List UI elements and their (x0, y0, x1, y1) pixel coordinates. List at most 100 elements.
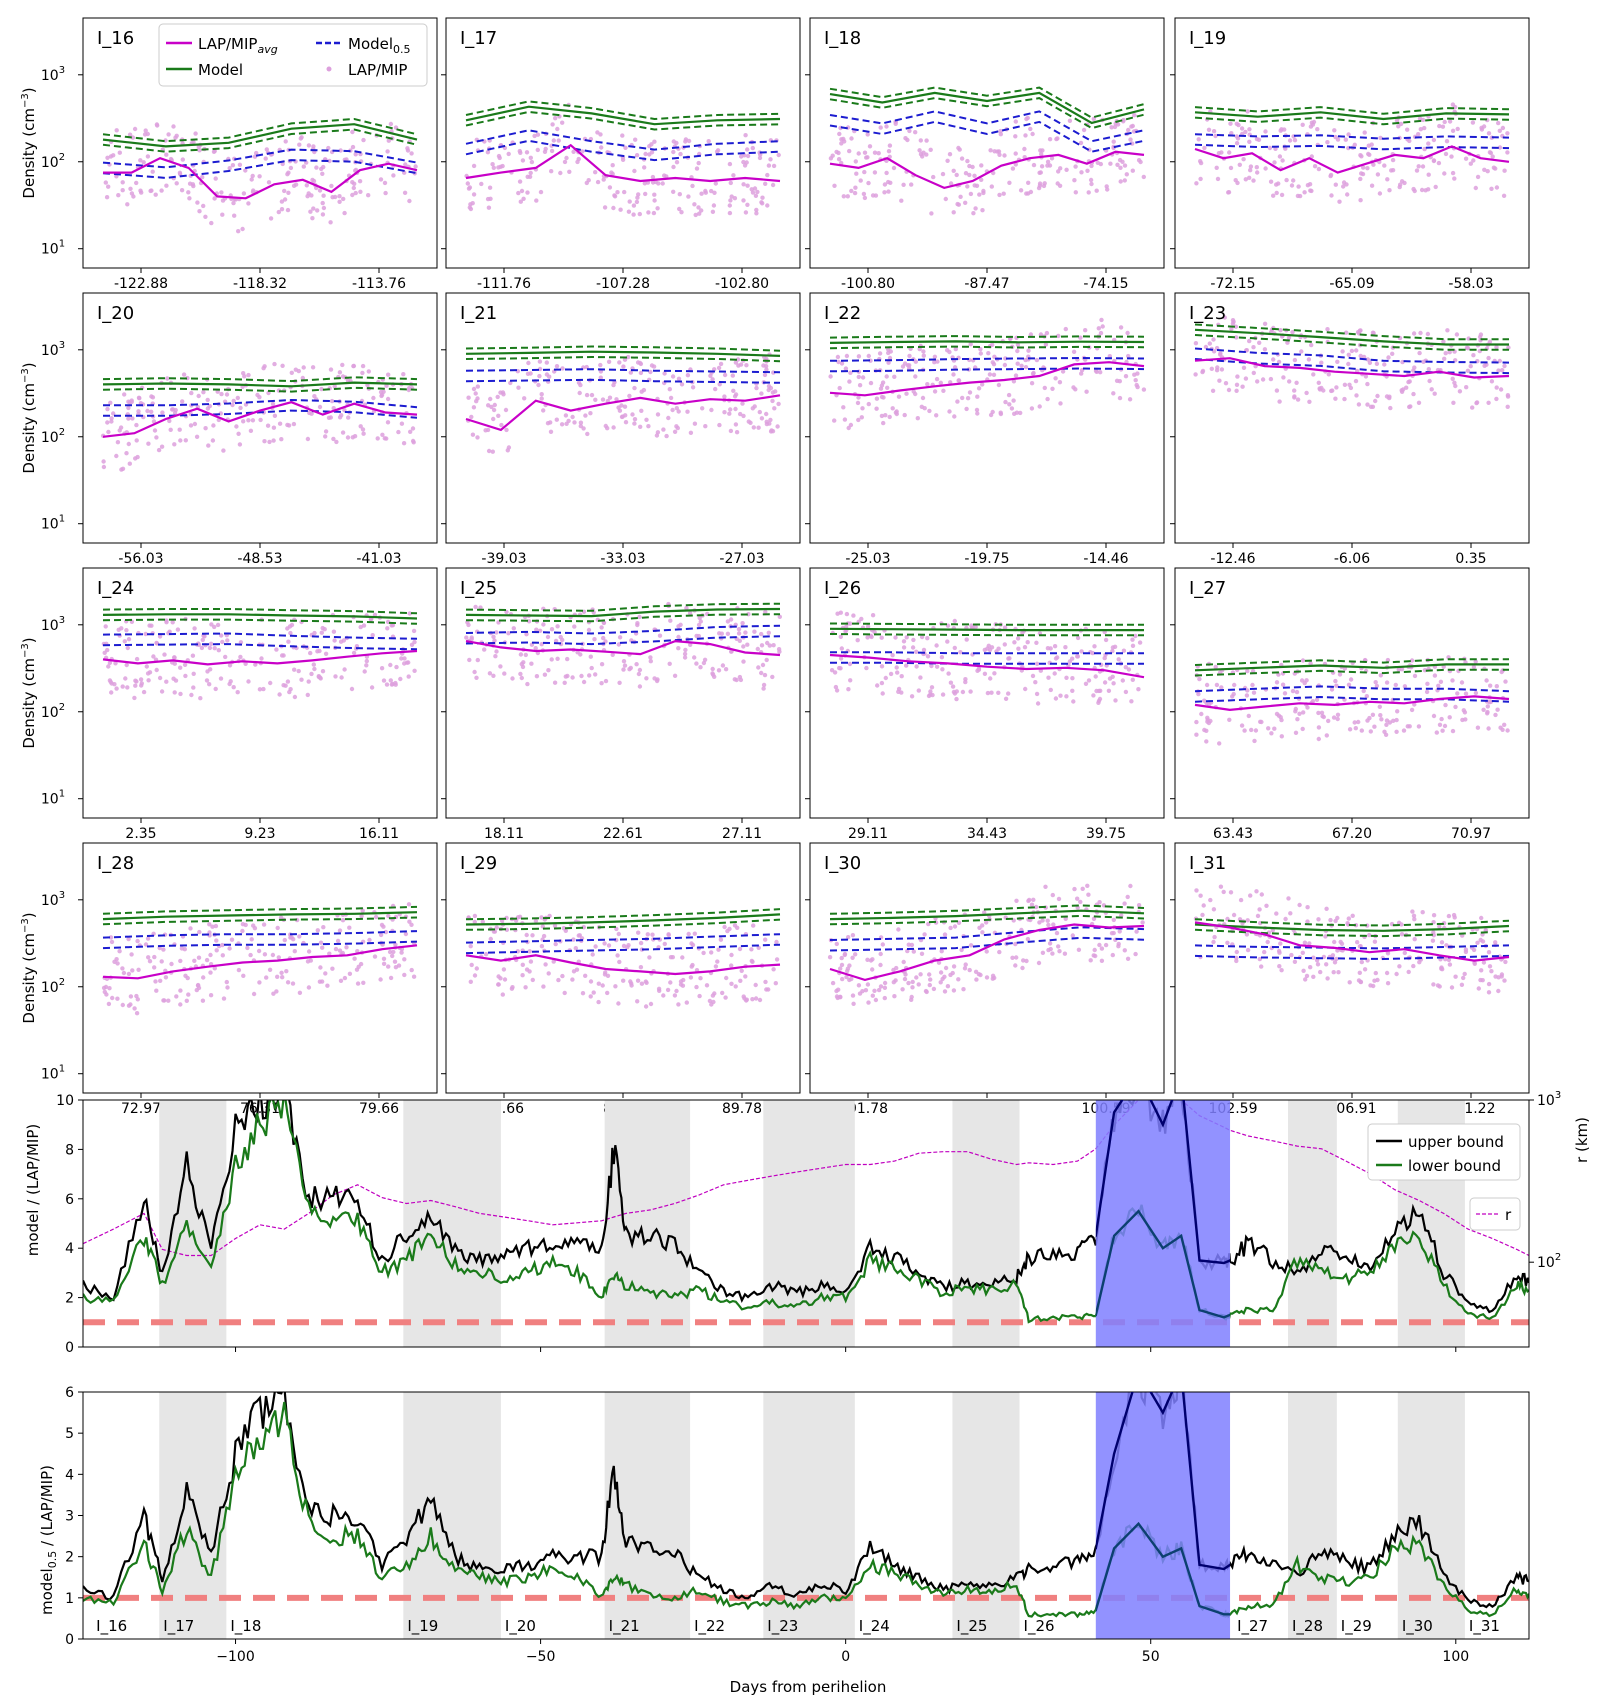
lapmip-point (488, 396, 493, 402)
lapmip-point (1353, 726, 1359, 731)
lapmip-point (1204, 682, 1210, 688)
lapmip-point (1307, 399, 1312, 404)
lapmip-point (737, 946, 743, 952)
lapmip-point (296, 668, 301, 674)
lapmip-point (931, 174, 936, 180)
lapmip-point (1310, 699, 1316, 704)
lapmip-point (529, 661, 534, 666)
lapmip-point (932, 360, 937, 365)
lapmip-point (1387, 188, 1392, 193)
lapmip-point (361, 980, 366, 985)
lapmip-point (1479, 127, 1485, 132)
interval-label: I_22 (694, 1617, 725, 1636)
lapmip-point (851, 1001, 856, 1006)
lapmip-point (126, 405, 131, 411)
lapmip-point (518, 652, 524, 657)
lapmip-point (1443, 702, 1448, 708)
lapmip-point (256, 948, 262, 954)
lapmip-point (841, 405, 846, 410)
lapmip-point (637, 667, 643, 673)
lapmip-point (848, 370, 853, 375)
lapmip-point (1446, 913, 1452, 919)
lapmip-point (1290, 330, 1295, 335)
model-lower-line (102, 916, 418, 926)
lapmip-point (1489, 969, 1494, 974)
panel-frame (445, 842, 801, 1094)
lapmip-point (178, 958, 183, 964)
lapmip-point (1211, 129, 1217, 134)
lapmip-point (1039, 152, 1044, 157)
lapmip-point (413, 164, 418, 169)
lapmip-point (1237, 917, 1243, 922)
lapmip-point (694, 633, 699, 639)
lapmip-point (285, 626, 290, 631)
lapmip-point (1011, 398, 1016, 403)
lapmip-point (207, 922, 212, 927)
lapmip-point (839, 962, 845, 968)
lapmip-point (1502, 978, 1507, 983)
lapmip-point (126, 936, 131, 942)
lapmip-point (1218, 884, 1224, 889)
lapmip-point (490, 449, 495, 454)
lapmip-point (338, 978, 344, 983)
lapmip-point (613, 984, 618, 989)
lapmip-point (468, 979, 473, 984)
lapmip-point (1372, 724, 1377, 729)
lapmip-point (280, 363, 285, 368)
shaded-interval (604, 1100, 691, 1347)
lapmip-point (975, 411, 980, 416)
lapmip-point (774, 957, 780, 962)
lapmip-point (1435, 983, 1441, 988)
lapmip-point (1245, 918, 1250, 923)
lapmip-point (765, 172, 770, 178)
lapmip-point (1278, 328, 1283, 333)
lapmip-point (1486, 355, 1491, 361)
lapmip-point (1342, 396, 1347, 402)
lapmip-point (1123, 689, 1129, 695)
x-tick-label: -122.88 (114, 276, 168, 292)
lapmip-point (196, 393, 201, 399)
lapmip-point (720, 990, 725, 996)
lapmip-point (1411, 913, 1417, 918)
lapmip-point (1249, 727, 1254, 733)
lapmip-point (860, 375, 866, 380)
lapmip-point (196, 144, 201, 150)
lapmip-point (632, 421, 637, 426)
lapmip-point (715, 148, 721, 153)
lapmip-point (496, 165, 501, 170)
lapmip-point (666, 932, 671, 938)
panel-title: I_27 (1189, 578, 1226, 599)
lapmip-point (318, 676, 323, 681)
lapmip-point (884, 374, 889, 379)
lapmip-point (1006, 392, 1012, 398)
lapmip-point (725, 631, 731, 636)
lapmip-point (394, 664, 399, 670)
lapmip-point (314, 165, 319, 170)
lapmip-point (1118, 179, 1123, 184)
lapmip-point (715, 959, 720, 964)
lapmip-point (1096, 326, 1102, 331)
lapmip-point (537, 373, 542, 379)
lapmip-point (350, 180, 355, 185)
lapmip-point (635, 978, 641, 983)
lapmip-point (1089, 163, 1094, 169)
lapmip-point (886, 149, 892, 154)
lapmip-point (1274, 911, 1279, 916)
lapmip-point (311, 662, 316, 667)
lapmip-point (309, 193, 314, 198)
lapmip-point (1471, 353, 1476, 358)
lapmip-point (583, 973, 588, 978)
lapmip-point (855, 638, 860, 643)
lapmip-point (257, 395, 262, 400)
lapmip-point (486, 448, 492, 454)
lapmip-point (1345, 192, 1350, 197)
lapmip-point (483, 428, 488, 433)
lapmip-point (555, 126, 560, 132)
lapmip-point (1387, 394, 1392, 399)
lapmip-point (775, 424, 780, 429)
lapmip-point (1100, 324, 1105, 329)
lapmip-point (246, 418, 251, 423)
lapmip-point (1235, 136, 1241, 141)
lapmip-point (635, 195, 640, 200)
lapmip-point (1365, 718, 1370, 723)
